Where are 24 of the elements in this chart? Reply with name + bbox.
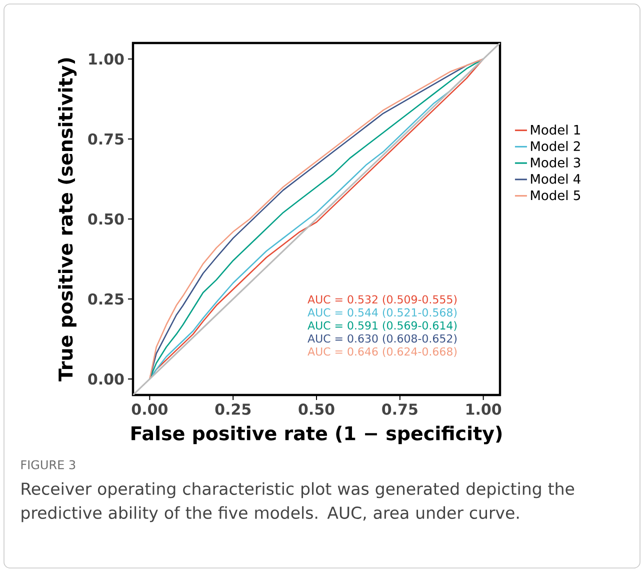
y-tick-label: 0.75 — [88, 133, 124, 145]
y-tick-label: 0.50 — [88, 213, 124, 225]
y-axis-title: True positive rate (sensitivity) — [58, 58, 77, 382]
x-tick-label: 0.75 — [382, 404, 418, 415]
x-tick-label: 0.25 — [215, 404, 251, 415]
annotation: AUC = 0.646 (0.624-0.668) — [308, 347, 457, 357]
x-tick-label: 0.50 — [298, 404, 334, 415]
x-tick-label: 0.00 — [132, 404, 168, 415]
y-tick-label: 1.00 — [89, 53, 124, 65]
x-axis-title: False positive rate (1 − specificity) — [132, 426, 502, 444]
legend-label: Model 2 — [530, 141, 580, 152]
caption: FIGURE 3 — [21, 460, 76, 470]
y-tick-label: 0.00 — [88, 373, 124, 385]
annotation: AUC = 0.630 (0.608-0.652) — [308, 334, 457, 344]
annotation: AUC = 0.532 (0.509-0.555) — [308, 295, 457, 305]
annotation: AUC = 0.544 (0.521-0.568) — [308, 308, 457, 318]
legend-label: Model 4 — [530, 174, 580, 184]
annotation: AUC = 0.591 (0.569-0.614) — [308, 321, 457, 331]
text: Receiver operating characteristic plot was generated depicting the predictive ability of the five models. AUC, area under curve. — [22, 482, 574, 522]
y-tick-label: 0.25 — [88, 293, 124, 305]
legend-label: Model 3 — [530, 157, 580, 168]
legend-label: Model 5 — [530, 190, 580, 200]
x-tick-label: 1.00 — [466, 404, 502, 415]
legend-label: Model 1 — [530, 124, 580, 135]
